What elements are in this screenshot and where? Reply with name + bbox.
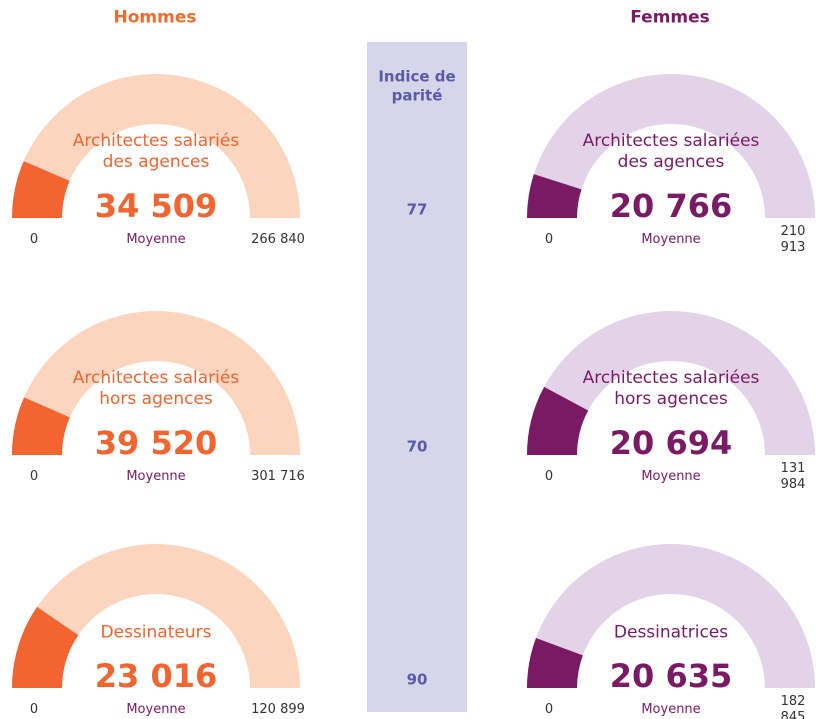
gauge-tick-label: 301 716: [251, 468, 305, 484]
gauge-tick-label: 182 845: [780, 693, 806, 719]
gauge-value: [527, 174, 582, 218]
gauge-tick-label: 0: [29, 701, 39, 717]
gauge-value-label: 34 509: [94, 187, 218, 225]
gauge-title: Architectes salariés hors agences: [72, 367, 240, 409]
gauge-value-label: 23 016: [94, 657, 218, 695]
gauge-track: [527, 544, 815, 688]
gauge-tick-label: 131 984: [780, 460, 806, 492]
gauge-value-label: 20 694: [609, 424, 733, 462]
parity-value: 77: [406, 200, 428, 219]
gauge-tick-label: 0: [544, 468, 554, 484]
gauge-tick-label: 120 899: [251, 701, 305, 717]
gauge-value: [527, 638, 583, 688]
gauge-value-label: 20 635: [609, 657, 733, 695]
gauge-track: [12, 74, 300, 219]
gauge-value: [12, 161, 70, 218]
gauge-title: Dessinateurs: [100, 622, 212, 643]
parity-value: 90: [406, 670, 428, 689]
gauge-tick-label: 266 840: [251, 231, 305, 247]
gauge-value-label: 39 520: [94, 424, 218, 462]
gauge-axis-label: Moyenne: [641, 231, 701, 247]
parity-column: [367, 42, 467, 712]
gauge-title: Architectes salariées des agences: [582, 130, 760, 172]
gauge-value: [12, 397, 70, 455]
gauge-title: Architectes salariées hors agences: [582, 367, 760, 409]
gauge-axis-label: Moyenne: [641, 468, 701, 484]
gauge-axis-label: Moyenne: [641, 701, 701, 717]
gauge-axis-label: Moyenne: [126, 231, 186, 247]
column-header: Femmes: [630, 7, 710, 28]
gauge-track: [12, 311, 300, 455]
gauge-tick-label: 0: [29, 468, 39, 484]
column-header: Hommes: [113, 7, 197, 28]
gauge-track: [12, 544, 300, 688]
gauge-value: [12, 606, 79, 688]
gauge-track: [527, 74, 815, 218]
parity-value: 70: [406, 437, 428, 456]
gauge-value: [527, 386, 589, 455]
gauge-title: Architectes salariés des agences: [72, 130, 240, 172]
gauge-title: Dessinatrices: [613, 622, 729, 643]
gauge-value-label: 20 766: [609, 187, 733, 225]
parity-title: Indice de parité: [378, 67, 456, 104]
gauge-tick-label: 0: [29, 231, 39, 247]
gauge-track: [527, 311, 815, 455]
gauge-axis-label: Moyenne: [126, 701, 186, 717]
gauge-tick-label: 210 913: [780, 223, 806, 255]
gauge-tick-label: 0: [544, 701, 554, 717]
gauge-tick-label: 0: [544, 231, 554, 247]
gauge-axis-label: Moyenne: [126, 468, 186, 484]
